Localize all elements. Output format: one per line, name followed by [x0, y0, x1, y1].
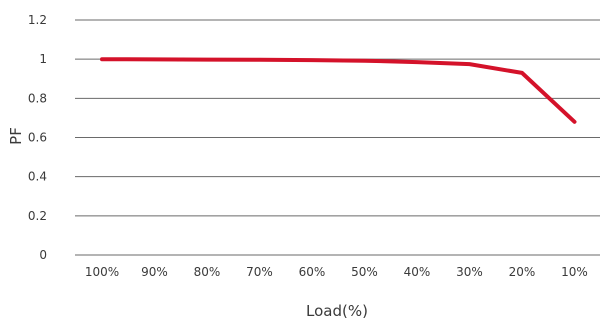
data-point [364, 60, 365, 62]
y-tick-label: 0.2 [28, 209, 47, 223]
x-tick-label: 60% [299, 265, 326, 279]
x-tick-label: 50% [351, 265, 378, 279]
x-tick-label: 20% [509, 265, 536, 279]
gridlines [75, 19, 600, 256]
y-tick-label: 0.4 [28, 170, 47, 184]
y-tick-label: 0.8 [28, 91, 47, 105]
data-point [154, 58, 155, 60]
x-tick-label: 40% [404, 265, 431, 279]
data-point [101, 58, 103, 60]
x-tick-label: 90% [141, 265, 168, 279]
x-tick-label: 30% [456, 265, 483, 279]
data-point [521, 72, 523, 74]
x-axis-ticks: 100% 90% 80% 70% 60% 50% 40% 30% 20% 10% [85, 265, 588, 279]
data-point [574, 121, 575, 123]
data-point [416, 61, 418, 63]
x-tick-label: 80% [194, 265, 221, 279]
series-line-0 [100, 57, 577, 124]
y-tick-label: 0 [39, 248, 47, 262]
data-point [206, 59, 208, 61]
y-tick-label: 1.2 [28, 13, 47, 27]
y-tick-label: 0.6 [28, 131, 47, 145]
series-group [100, 57, 577, 124]
data-point [259, 59, 260, 61]
y-axis-ticks: 0 0.2 0.4 0.6 0.8 1 1.2 [28, 13, 47, 262]
x-axis-title: Load(%) [306, 302, 368, 320]
data-point [469, 63, 470, 65]
data-point [311, 59, 313, 61]
x-tick-label: 100% [85, 265, 119, 279]
x-tick-label: 10% [561, 265, 588, 279]
y-axis-title: PF [7, 127, 25, 145]
x-tick-label: 70% [246, 265, 273, 279]
y-tick-label: 1 [39, 52, 47, 66]
